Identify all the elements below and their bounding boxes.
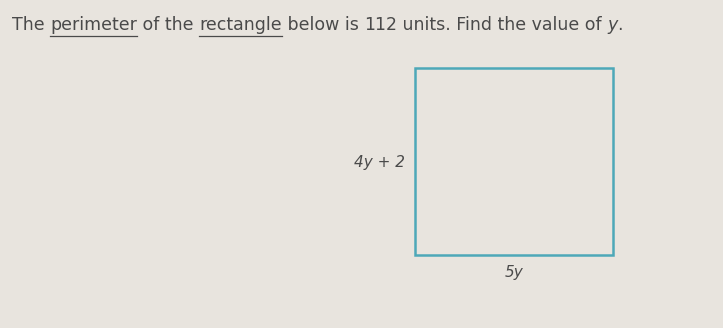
Text: y: y	[607, 16, 617, 34]
Text: 4y + 2: 4y + 2	[354, 154, 405, 170]
Text: The: The	[12, 16, 50, 34]
Text: units. Find the value of: units. Find the value of	[397, 16, 607, 34]
Text: 5y: 5y	[505, 265, 523, 280]
Text: 112: 112	[364, 16, 397, 34]
Text: .: .	[617, 16, 623, 34]
Text: perimeter: perimeter	[50, 16, 137, 34]
Text: below is: below is	[282, 16, 364, 34]
Bar	[415, 68, 613, 255]
Text: of the: of the	[137, 16, 199, 34]
Text: rectangle: rectangle	[199, 16, 282, 34]
